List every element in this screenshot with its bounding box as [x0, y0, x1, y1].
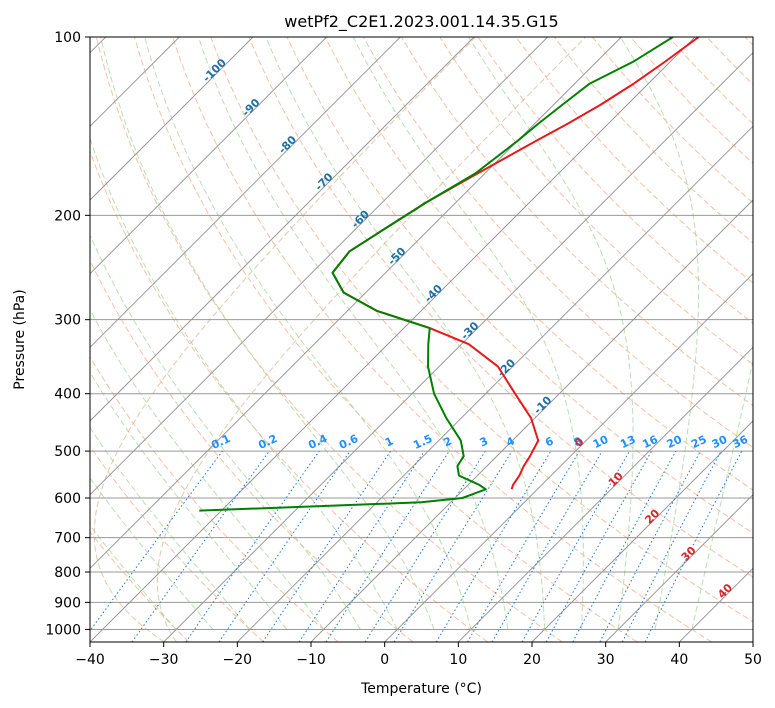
- x-tick-label: 40: [670, 652, 688, 668]
- mixing-ratio-line: [545, 450, 653, 642]
- dry-adiabat: [95, 37, 563, 642]
- chart-title: wetPf2_C2E1.2023.001.14.35.G15: [284, 12, 558, 32]
- y-tick-label: 100: [54, 30, 81, 46]
- y-tick-label: 700: [54, 531, 81, 547]
- y-tick-label: 200: [54, 208, 81, 224]
- x-tick-label: 50: [744, 652, 762, 668]
- mixing-ratio-line: [185, 450, 320, 642]
- mixing-ratio-line: [298, 450, 425, 642]
- y-axis-label: Pressure (hPa): [12, 289, 28, 389]
- mixing-ratio-line: [521, 450, 630, 642]
- x-tick-label: −20: [223, 652, 253, 668]
- mixing-ratio-line: [325, 450, 450, 642]
- isotherm-line: [90, 37, 254, 201]
- moist-adiabat: [691, 358, 753, 630]
- isotherm-line: [384, 272, 753, 642]
- mixing-ratio-label: 36: [731, 433, 751, 451]
- moist-adiabat: [90, 371, 288, 630]
- isotherm-line: [457, 346, 753, 642]
- isotherm-line: [236, 125, 753, 642]
- dry-adiabat: [210, 37, 753, 623]
- isotherm-line: [163, 51, 753, 642]
- isotherm-line: [605, 493, 753, 642]
- mixing-ratio-line: [262, 450, 392, 642]
- plot-frame: [89, 36, 754, 643]
- moist-adiabat: [90, 524, 177, 630]
- x-tick-label: −10: [296, 652, 326, 668]
- moist-adiabat: [265, 37, 546, 630]
- mixing-ratio-line: [393, 450, 513, 642]
- x-axis-label: Temperature (°C): [360, 681, 482, 697]
- y-axis: 100 200 300 400 500 600 700 800 900 1000: [45, 30, 90, 638]
- isotherm-line: [90, 37, 549, 496]
- mixing-ratio-label: 16: [640, 433, 660, 451]
- y-tick-label: 400: [54, 387, 81, 403]
- mixing-ratio-line: [572, 450, 677, 642]
- x-tick-label: −40: [75, 652, 105, 668]
- isotherm-line: [90, 37, 475, 422]
- moist-adiabat: [468, 37, 634, 630]
- mixing-ratio-line: [218, 450, 351, 642]
- y-tick-label: 900: [54, 595, 81, 611]
- reference-curve: [93, 37, 477, 642]
- mixing-ratio-label: 30: [710, 433, 730, 451]
- dry-adiabat: [133, 37, 638, 642]
- x-tick-label: 10: [449, 652, 467, 668]
- moist-adiabat: [90, 426, 251, 630]
- y-tick-label: 500: [54, 444, 81, 460]
- moist-adiabat: [90, 477, 214, 630]
- moist-adiabat: [90, 234, 361, 630]
- isotherm-line: [90, 37, 328, 275]
- x-tick-label: 30: [597, 652, 615, 668]
- mixing-ratio-line: [644, 450, 743, 642]
- dry-adiabat: [90, 149, 488, 642]
- moist-adiabat: [197, 37, 509, 630]
- isotherm-line: [90, 37, 696, 642]
- x-tick-label: 20: [523, 652, 541, 668]
- dry-adiabat: [515, 37, 753, 284]
- x-tick-label: −30: [149, 652, 179, 668]
- dewpoint-line: [199, 37, 674, 512]
- moist-adiabat: [90, 137, 398, 630]
- y-tick-label: 800: [54, 565, 81, 581]
- mixing-ratio-label: 13: [618, 433, 637, 451]
- isotherm-line: [531, 420, 753, 642]
- reference-curve: [156, 37, 586, 642]
- x-axis: −40 −30 −20 −10 0 10 20 30 40 50: [75, 642, 762, 668]
- isotherm-line: [310, 199, 753, 642]
- y-tick-label: 300: [54, 313, 81, 329]
- mixing-ratio-label: 25: [689, 433, 708, 451]
- isotherm-line: [90, 37, 401, 349]
- dry-adiabat: [439, 37, 753, 365]
- moist-adiabat: [619, 37, 699, 630]
- y-tick-label: 600: [54, 491, 81, 507]
- mixing-ratio-line: [131, 450, 270, 642]
- moist-adiabat: [100, 37, 435, 630]
- x-tick-label: 0: [380, 652, 389, 668]
- mixing-ratio-line: [90, 450, 223, 632]
- sounding-profiles: [199, 37, 700, 512]
- dry-adiabat: [401, 37, 753, 407]
- dry-adiabat: [90, 531, 190, 642]
- mixing-ratio-label: 10: [591, 433, 611, 451]
- mixing-ratio-label: 20: [665, 433, 685, 451]
- background-lines: [90, 37, 753, 642]
- dry-adiabat: [90, 355, 339, 642]
- y-tick-label: 1000: [45, 622, 81, 638]
- moist-adiabat: [352, 37, 584, 630]
- dry-adiabat: [248, 37, 753, 578]
- dry-adiabat: [90, 445, 264, 642]
